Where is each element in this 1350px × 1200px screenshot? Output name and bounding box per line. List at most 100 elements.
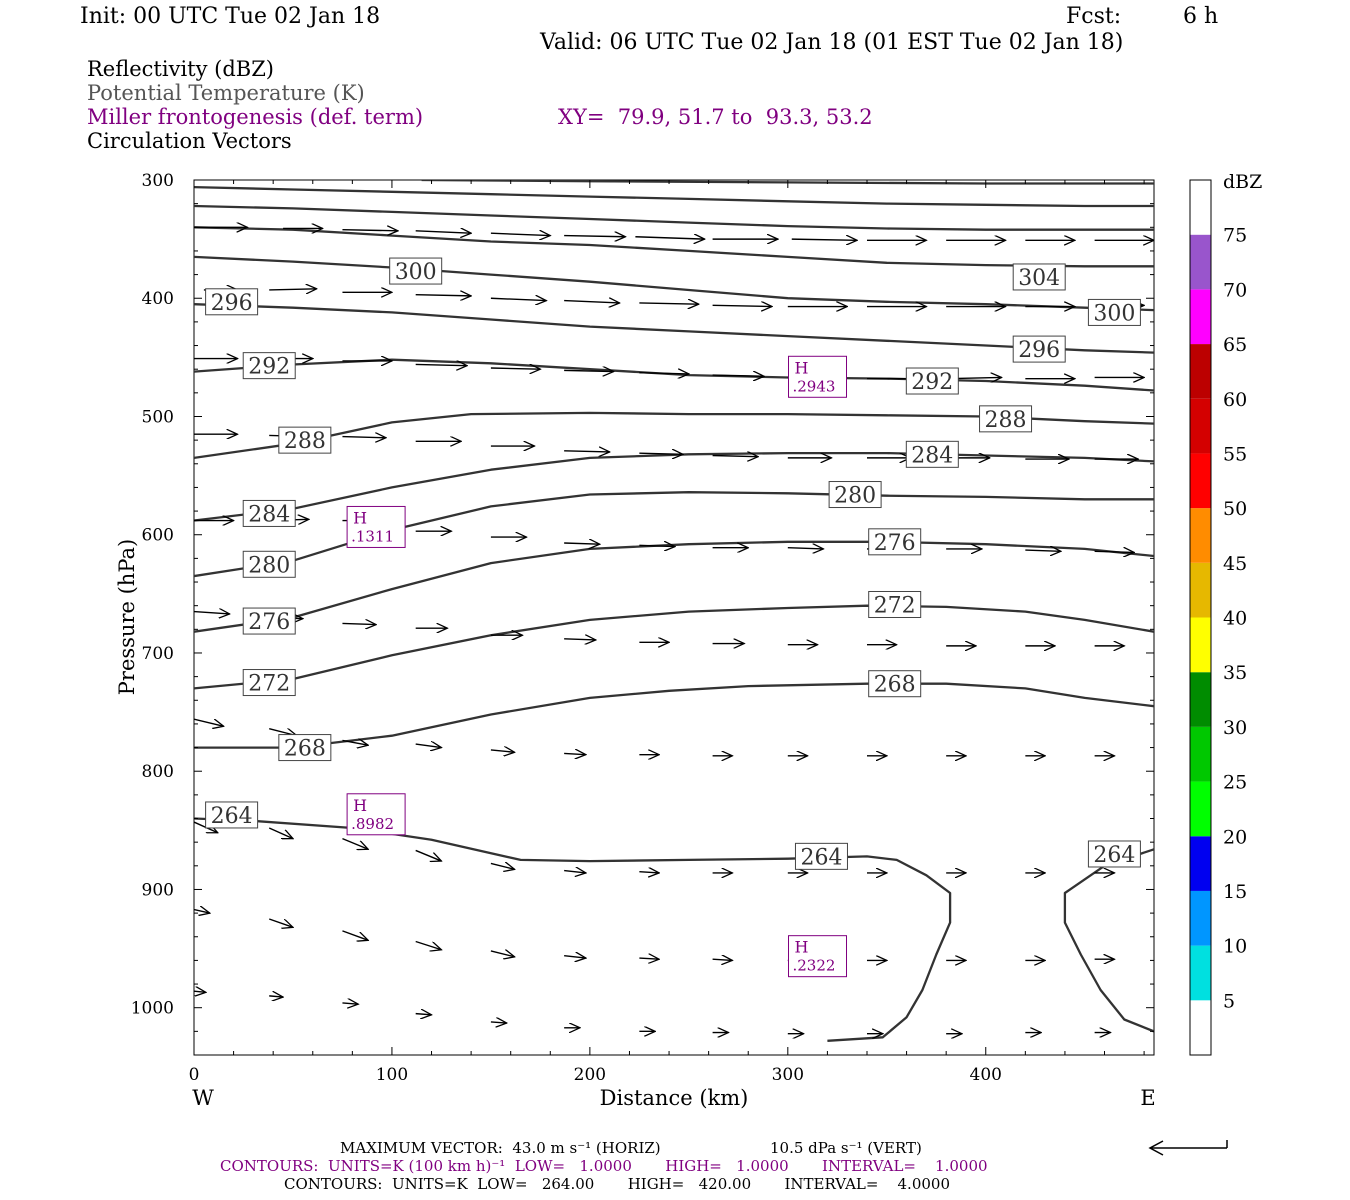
colorbar-unit: dBZ [1223, 171, 1262, 193]
theta-contour-264 [194, 817, 952, 1042]
colorbar-segment [1190, 344, 1211, 399]
circulation-vector [342, 740, 368, 745]
circulation-vector [415, 364, 467, 365]
footer-frontogenesis-contours: CONTOURS: UNITS=K (100 km h)⁻¹ LOW= 1.00… [220, 1157, 988, 1175]
contour-label: 300 [389, 257, 443, 285]
x-tick-label: 300 [772, 1065, 804, 1085]
contour-label-text: 268 [284, 737, 326, 762]
circulation-vector [712, 375, 764, 376]
footer-theta-contours: CONTOURS: UNITS=K LOW= 264.00 HIGH= 420.… [284, 1175, 950, 1193]
circulation-vector [639, 872, 659, 873]
contour-label: 264 [1087, 840, 1141, 868]
forecast-label: Fcst: [1066, 4, 1122, 29]
colorbar-segment [1190, 234, 1211, 290]
contour-label: 264 [205, 801, 259, 829]
circulation-vector [269, 996, 283, 997]
circulation-vector [564, 639, 596, 640]
circulation-vector [342, 437, 386, 438]
colorbar-segment [1190, 398, 1211, 454]
circulation-vector [712, 305, 772, 306]
circulation-vector [564, 451, 610, 452]
colorbar-segment [1190, 289, 1211, 345]
contour-label: 296 [1012, 335, 1066, 363]
colorbar-segment [1190, 1000, 1211, 1055]
contour-label: 292 [242, 352, 296, 380]
contour-label: 296 [205, 288, 259, 316]
circulation-vector [194, 718, 224, 726]
colorbar-label: 65 [1223, 334, 1247, 356]
frontogenesis-high: H.2322 [788, 935, 848, 978]
contour-label-text: 284 [911, 443, 953, 468]
colorbar-segment [1190, 617, 1211, 673]
contour-label-text: 264 [1093, 843, 1135, 868]
colorbar-label: 5 [1223, 990, 1235, 1012]
circulation-vector [639, 303, 698, 304]
contour-label-text: 268 [874, 673, 916, 698]
circulation-vector [639, 453, 683, 454]
colorbar-segment [1190, 508, 1211, 563]
colorbar-segment [1190, 726, 1211, 782]
frontogenesis-high: H.8982 [346, 793, 406, 836]
x-axis-title: Distance (km) [600, 1086, 749, 1110]
circulation-vector [564, 871, 586, 873]
high-marker: H [795, 938, 809, 957]
contour-label: 304 [1012, 263, 1066, 291]
contour-label: 288 [979, 405, 1033, 433]
circulation-vector [712, 959, 733, 960]
contour-label-text: 292 [248, 355, 290, 380]
circulation-vector [791, 239, 857, 240]
circulation-vector [415, 295, 471, 296]
circulation-vector [415, 1014, 432, 1015]
circulation-vector [415, 940, 442, 949]
contour-label: 268 [278, 734, 332, 762]
y-tick-label: 500 [142, 407, 174, 427]
contour-label-text: 280 [834, 484, 876, 509]
circulation-vector [564, 370, 613, 371]
theta-contour-284 [194, 451, 1154, 522]
high-value: .2322 [793, 957, 836, 975]
contour-label-text: 288 [284, 429, 326, 454]
east-label: E [1140, 1086, 1155, 1110]
contour-label-text: 288 [985, 408, 1027, 433]
contour-label-text: 296 [1018, 338, 1060, 363]
contour-label-text: 296 [211, 291, 253, 316]
colorbar-label: 75 [1223, 225, 1247, 247]
legend-reflectivity: Reflectivity (dBZ) [87, 57, 275, 81]
contour-label-text: 292 [911, 370, 953, 395]
circulation-vector [564, 956, 586, 958]
circulation-vector [564, 301, 619, 303]
circulation-vector [490, 750, 515, 752]
colorbar-label: 35 [1223, 662, 1247, 684]
y-tick-label: 900 [142, 880, 174, 900]
theta-contour-268 [194, 682, 1154, 749]
colorbar-segment [1190, 672, 1211, 727]
contour-label: 292 [905, 367, 959, 395]
circulation-vector [1094, 551, 1135, 552]
x-tick-label: 400 [970, 1065, 1002, 1085]
forecast-hour: 6 h [1183, 4, 1219, 29]
high-value: .8982 [351, 815, 394, 833]
west-label: W [192, 1086, 214, 1110]
colorbar-segment [1190, 453, 1211, 509]
circulation-vector [490, 368, 540, 369]
theta-contour-308 [194, 204, 1154, 231]
contour-label: 280 [828, 481, 882, 509]
colorbar-label: 40 [1223, 608, 1247, 630]
contour-label: 264 [794, 842, 848, 870]
colorbar-label: 15 [1223, 881, 1247, 903]
colorbar-frame [1189, 179, 1212, 1056]
contour-label: 284 [905, 440, 959, 468]
circulation-vector [194, 612, 230, 614]
x-tick-label: 0 [189, 1065, 200, 1085]
circulation-vector [490, 1022, 507, 1023]
circulation-vector [490, 951, 515, 957]
colorbar-label: 50 [1223, 498, 1247, 520]
colorbar-label: 60 [1223, 389, 1247, 411]
contour-label: 284 [242, 499, 296, 527]
circulation-vector [342, 930, 368, 940]
circulation-vector [194, 910, 210, 914]
footer-max-vector-vert: 10.5 dPa s⁻¹ (VERT) [770, 1139, 922, 1157]
circulation-vector [490, 863, 515, 869]
circulation-vector [564, 753, 586, 754]
colorbar-label: 10 [1223, 936, 1247, 958]
